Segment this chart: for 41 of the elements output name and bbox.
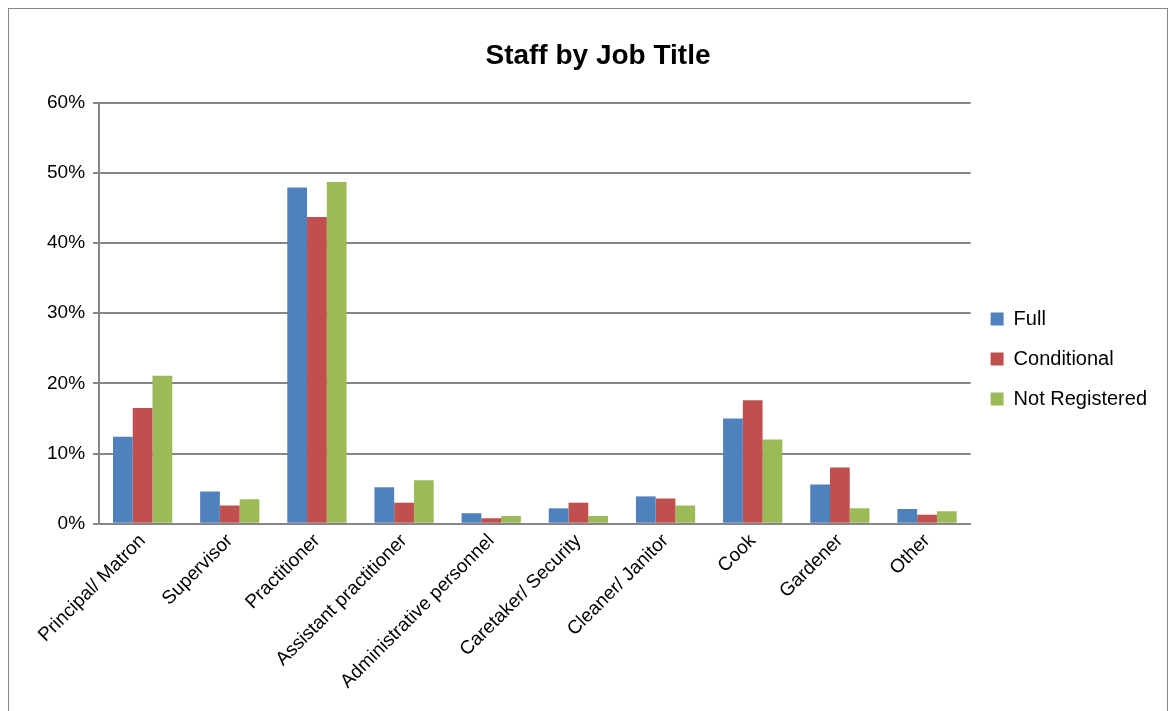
bar [239, 499, 260, 523]
y-tick-label: 40% [47, 231, 86, 253]
bar [742, 400, 763, 523]
bar [326, 181, 347, 523]
bar [568, 502, 589, 523]
bar [307, 217, 327, 523]
bar [829, 467, 850, 523]
bar [501, 516, 521, 523]
bar [849, 508, 870, 523]
bar [152, 375, 173, 523]
bar [655, 498, 676, 523]
bar [635, 496, 656, 523]
bar [413, 480, 434, 523]
bar [287, 187, 308, 523]
legend-label: Conditional [1013, 346, 1114, 369]
chart-title: Staff by Job Title [485, 38, 711, 70]
bar [374, 487, 395, 523]
bar [936, 511, 957, 523]
bar [481, 518, 502, 523]
bar [461, 513, 482, 523]
legend-label: Not Registered [1013, 386, 1148, 409]
bar [762, 439, 783, 523]
bar [897, 509, 918, 523]
bar [132, 407, 153, 523]
bar [588, 516, 609, 523]
y-tick-label: 60% [47, 90, 86, 112]
bar [675, 505, 696, 523]
bar [200, 491, 220, 523]
y-tick-label: 20% [47, 371, 86, 393]
bar [810, 484, 830, 523]
bar [917, 514, 937, 523]
y-tick-label: 10% [47, 441, 86, 463]
bar [548, 508, 569, 523]
legend-label: Full [1013, 306, 1046, 329]
y-tick-label: 30% [47, 301, 86, 323]
bar [112, 436, 133, 523]
bar [394, 502, 414, 523]
y-tick-label: 0% [57, 512, 86, 533]
bar [723, 418, 743, 523]
bar [219, 505, 240, 523]
y-tick-label: 50% [47, 161, 86, 183]
